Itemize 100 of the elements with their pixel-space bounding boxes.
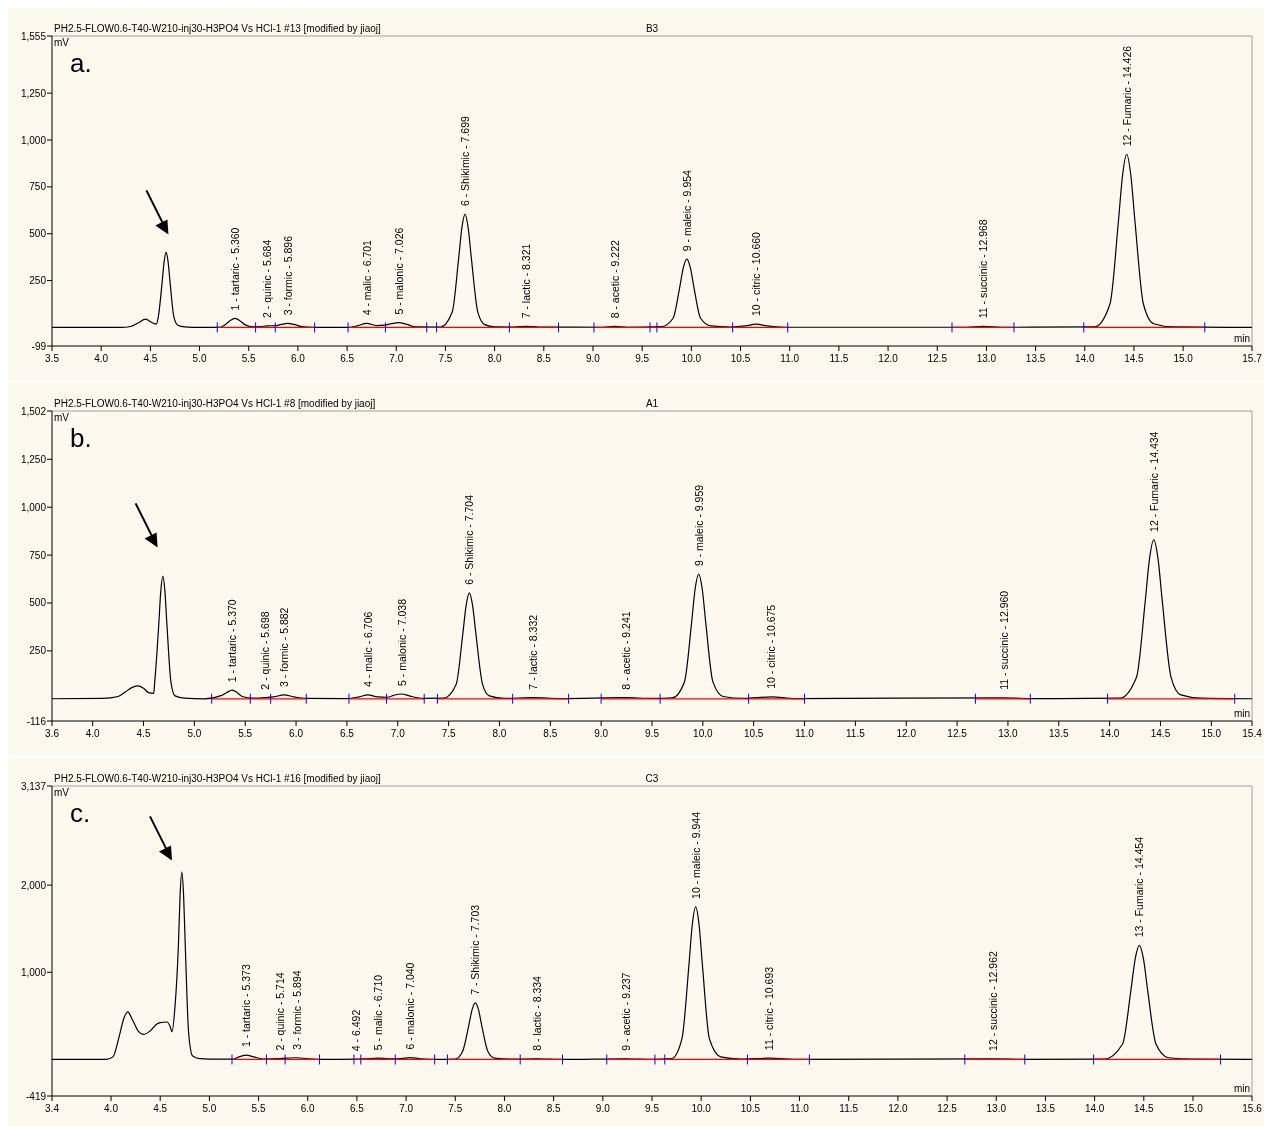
x-tick-label: 12.0 (878, 353, 899, 364)
annotation: 12 - Fumaric - 14.426 (1120, 45, 1133, 147)
x-tick-label: 13.0 (976, 353, 997, 364)
x-tick-label: 12.0 (896, 728, 917, 739)
x-axis-title: min (1233, 333, 1250, 344)
x-tick-label: 10.0 (681, 353, 702, 364)
x-tick-label: 7.5 (438, 353, 453, 364)
annotation: 10 - citric - 10.675 (765, 604, 778, 689)
x-tick-label: 8.5 (546, 1103, 562, 1114)
y-tick-label: 1,000 (20, 134, 47, 146)
annotation: 2 - quinic - 5.684 (260, 239, 273, 318)
annotation: 3 - formic - 5.882 (278, 607, 291, 687)
x-tick-label: 3.5 (45, 353, 60, 364)
chart-subtitle: C3 (645, 773, 659, 784)
x-tick-label: 9.5 (645, 1103, 660, 1114)
x-tick-label: 14.0 (1084, 1103, 1105, 1114)
x-tick-label: 11.0 (795, 728, 815, 739)
x-tick-label: 5.5 (251, 1103, 266, 1114)
x-axis-title: min (1233, 708, 1250, 719)
annotation: 11 - succinic - 12.960 (997, 590, 1010, 690)
x-tick-label: 14.0 (1099, 728, 1120, 739)
y-axis-title: mV (54, 37, 70, 48)
x-tick-label: 8.0 (492, 728, 507, 739)
x-tick-label: 6.5 (339, 728, 355, 739)
y-tick-label: -419 (25, 1090, 47, 1102)
x-tick-label: 4.5 (136, 728, 151, 739)
x-tick-label: 11.5 (846, 728, 866, 739)
chart-subtitle: B3 (645, 23, 659, 34)
annotation: 11 - succinic - 12.968 (977, 219, 990, 319)
chart-title: PH2.5-FLOW0.6-T40-W210-inj30-H3PO4 Vs HCl-1 #13 [modified by jiaoj] (54, 23, 382, 34)
x-tick-label: 4.0 (94, 353, 109, 364)
x-tick-label: 10.5 (730, 353, 751, 364)
annotation: 11 - citric - 10.693 (763, 966, 776, 1051)
annotation: 8 - acetic - 9.222 (608, 239, 621, 319)
annotation: 7 - lactic - 8.321 (520, 243, 533, 319)
x-tick-label: 6.5 (349, 1103, 365, 1114)
x-tick-label: 15.4 (1242, 728, 1263, 739)
annotation: 7 - Shikimic - 7.703 (469, 904, 482, 995)
y-tick-label: 750 (29, 181, 47, 193)
x-tick-label: 10.5 (743, 728, 764, 739)
annotation: 4 - malic - 6.706 (361, 611, 374, 687)
chart-title: PH2.5-FLOW0.6-T40-W210-inj30-H3PO4 Vs HCl-1 #8 [modified by jiaoj] (54, 398, 376, 409)
annotation: b. (70, 423, 92, 453)
x-tick-label: 15.6 (1242, 1103, 1263, 1114)
x-tick-label: 5.0 (187, 728, 202, 739)
x-tick-label: 12.5 (947, 728, 968, 739)
x-tick-label: 5.5 (241, 353, 257, 364)
x-tick-label: 5.0 (202, 1103, 217, 1114)
x-tick-label: 10.0 (691, 1103, 712, 1114)
y-tick-label: 500 (29, 597, 47, 609)
y-tick-label: 3,137 (20, 780, 47, 792)
x-tick-label: 11.5 (829, 353, 849, 364)
x-tick-label: 9.5 (635, 353, 650, 364)
annotation: 5 - malonic - 7.026 (392, 227, 405, 315)
x-tick-label: 4.0 (104, 1103, 119, 1114)
x-tick-label: 9.0 (594, 728, 609, 739)
x-tick-label: 11.5 (839, 1103, 859, 1114)
y-tick-label: 250 (29, 275, 47, 287)
x-tick-label: 13.5 (1049, 728, 1069, 739)
annotation: 12 - Fumaric - 14.434 (1147, 431, 1160, 532)
annotation: 1 - tartaric - 5.370 (226, 599, 238, 683)
y-tick-label: 250 (29, 645, 47, 657)
x-tick-label: 8.0 (497, 1103, 512, 1114)
x-tick-label: 4.5 (153, 1103, 168, 1114)
x-tick-label: 12.0 (888, 1103, 909, 1114)
x-tick-label: 10.5 (740, 1103, 761, 1114)
x-tick-label: 4.0 (85, 728, 101, 739)
y-tick-label: 2,000 (20, 879, 47, 891)
x-tick-label: 12.5 (937, 1103, 958, 1114)
x-tick-label: 13.5 (1035, 1103, 1056, 1114)
x-tick-label: 6.0 (300, 1103, 316, 1114)
x-tick-label: 6.5 (340, 353, 355, 364)
annotation: 1 - tartaric - 5.360 (228, 227, 241, 311)
y-tick-label: 1,000 (20, 966, 47, 978)
x-tick-label: 5.5 (238, 728, 253, 739)
x-tick-label: 14.5 (1134, 1103, 1154, 1114)
annotation: 10 - maleic - 9.944 (689, 811, 702, 899)
x-tick-label: 6.0 (290, 353, 306, 364)
annotation: 5 - malonic - 7.038 (395, 598, 408, 686)
y-tick-label: 1,555 (20, 30, 47, 42)
annotation: 6 - malonic - 7.040 (404, 962, 417, 1050)
annotation: 13 - Fumaric - 14.454 (1133, 836, 1146, 938)
x-tick-label: 14.5 (1150, 728, 1171, 739)
annotation: 7 - lactic - 8.332 (527, 614, 540, 690)
x-tick-label: 14.0 (1075, 353, 1095, 364)
x-tick-label: 14.5 (1124, 353, 1145, 364)
annotation: a. (70, 48, 92, 78)
x-tick-label: 8.0 (487, 353, 503, 364)
x-tick-label: 8.5 (543, 728, 558, 739)
annotation: 3 - formic - 5.894 (291, 970, 304, 1050)
annotation: 6 - Shikimic - 7.699 (459, 116, 472, 207)
x-tick-label: 13.0 (986, 1103, 1007, 1114)
y-tick-label: 500 (29, 228, 47, 240)
x-tick-label: 15.7 (1242, 353, 1263, 364)
y-tick-label: -99 (31, 340, 47, 352)
annotation: 6 - Shikimic - 7.704 (463, 494, 476, 585)
annotation: 1 - tartaric - 5.373 (240, 964, 253, 1048)
annotation: c. (70, 798, 91, 828)
x-tick-label: 3.6 (45, 728, 60, 739)
x-tick-label: 8.5 (536, 353, 552, 364)
